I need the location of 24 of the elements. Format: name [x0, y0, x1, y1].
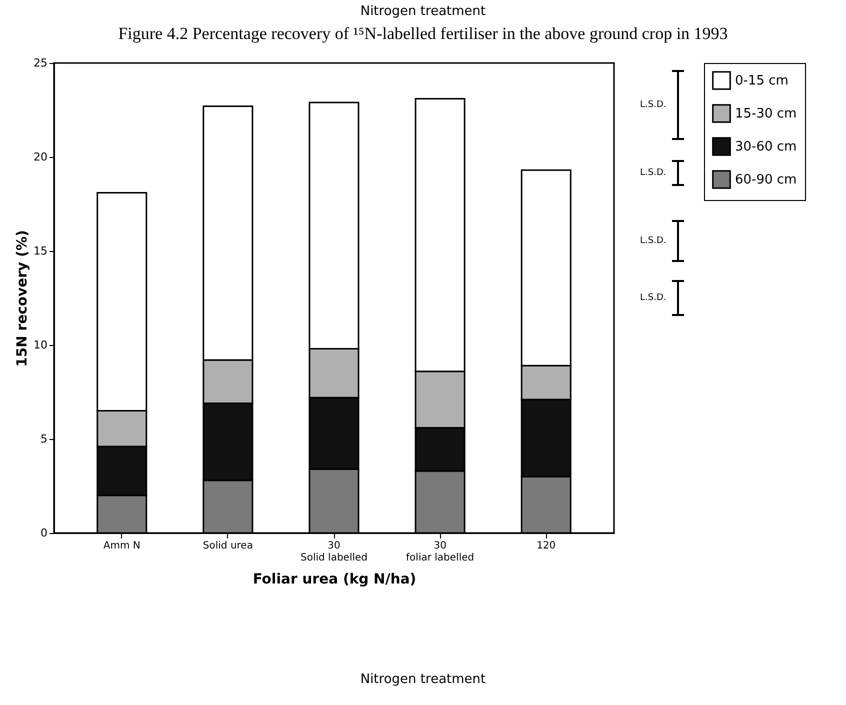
y-tick-label: 25 [34, 56, 48, 70]
legend-label: 30-60 cm [735, 140, 797, 154]
y-tick-label: 15 [34, 244, 48, 258]
text: L.S.D. [640, 293, 666, 303]
y-tick-label: 0 [40, 526, 48, 540]
legend-label: 60-90 cm [735, 172, 797, 188]
y-tick-label: 20 [34, 150, 48, 164]
x-tick-label: 30 foliar labelled [406, 540, 474, 564]
x-tick-label: Amm N [103, 540, 140, 552]
text: L.S.D. [640, 236, 666, 246]
text: Nitrogen treatment [359, 4, 487, 19]
legend-label: 15-30 cm [735, 106, 797, 122]
chart-title: Figure 4.2 Percentage recovery of ¹⁵N-labelled fertiliser in the above ground crop in 1993 [117, 24, 729, 44]
y-tick-label: 5 [40, 432, 48, 446]
x-tick-label: Solid urea [202, 540, 253, 552]
legend-label: 0-15 cm [735, 74, 788, 88]
text: L.S.D. [640, 100, 666, 110]
x-tick-label: 30 Solid labelled [300, 540, 368, 564]
text: L.S.D. [640, 168, 666, 178]
x-axis-title: Foliar urea (kg N/ha) [252, 572, 416, 588]
y-axis-title: 15N recovery (%) [14, 230, 31, 367]
y-tick-label: 10 [34, 338, 48, 352]
x-tick-label: 120 [536, 540, 556, 552]
text: Nitrogen treatment [359, 672, 487, 687]
